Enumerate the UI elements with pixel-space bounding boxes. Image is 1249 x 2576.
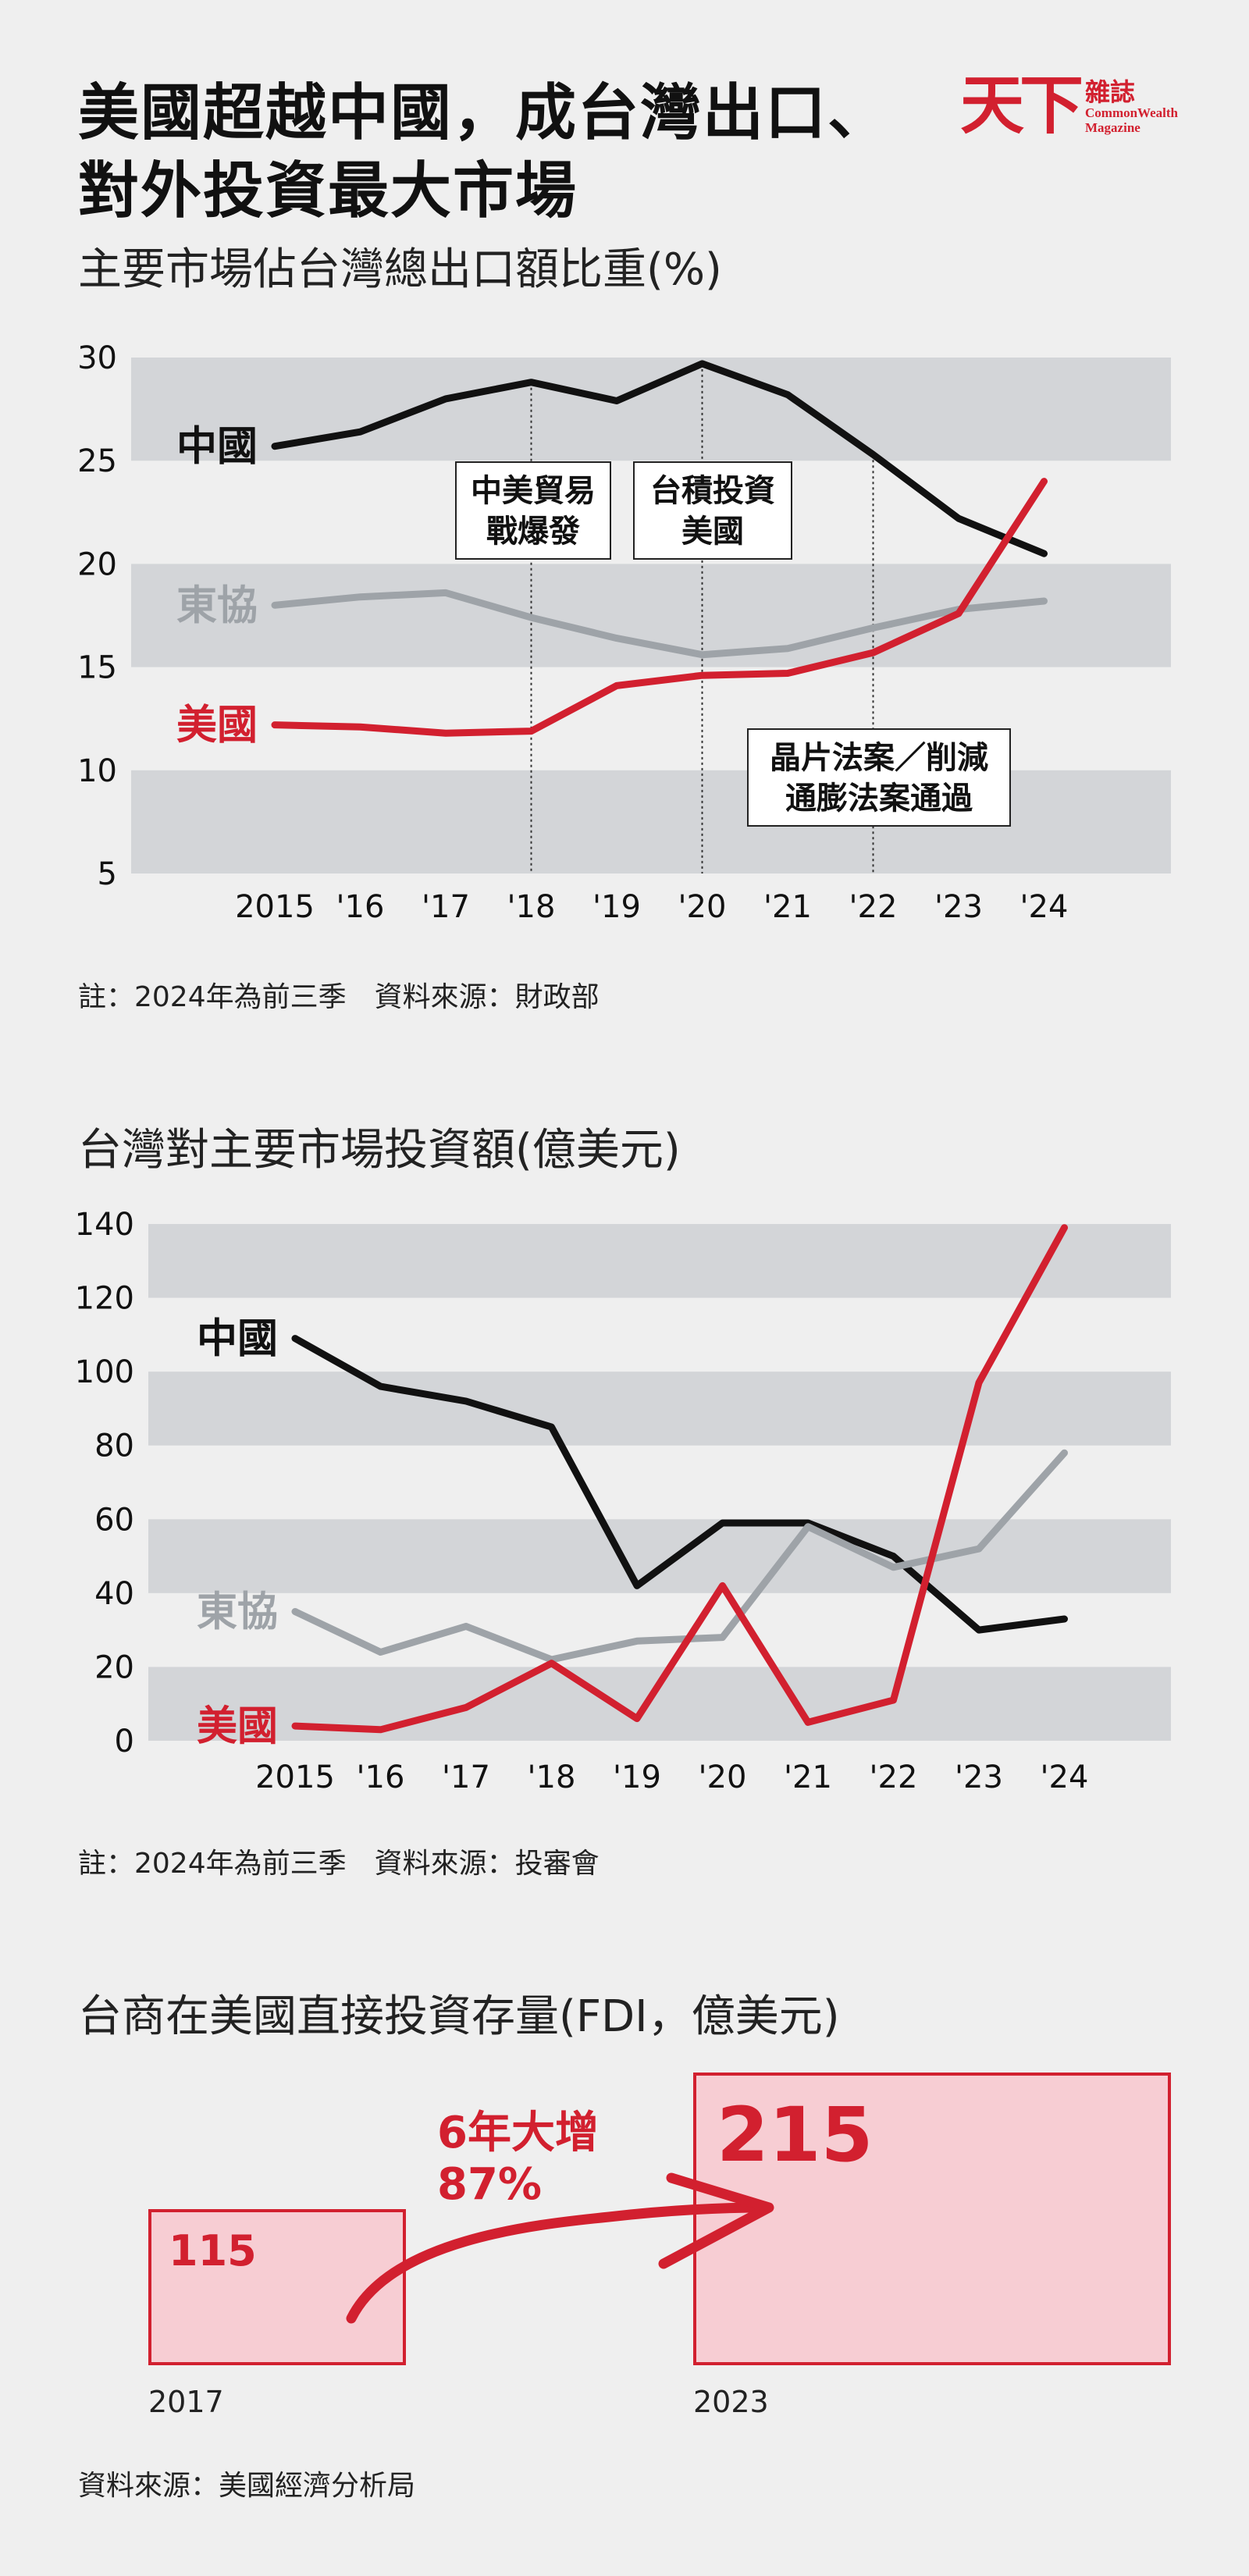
y-tick-label: 80 [94,1429,134,1464]
chart1-subtitle: 主要市場佔台灣總出口額比重(%) [78,244,722,295]
chart1-svg: 5 10 15 20 25 30 2015 '16 '17 '18 '19 '20 '21 '22 '23… [77,340,1171,925]
x-tick-label: '24 [1041,1759,1089,1795]
growth-arrow [346,2172,774,2324]
x-tick-label: '22 [870,1759,918,1795]
x-tick-label: '19 [613,1759,661,1795]
chart2-note: 註：2024年為前三季 資料來源：投審會 [78,1848,600,1880]
x-tick-label: '16 [336,889,385,925]
grid-band [131,564,1171,667]
series-label-0: 中國 [197,1316,278,1363]
series-line-2 [271,478,1048,737]
x-tick-label: 2015 [235,889,315,925]
y-tick-label: 10 [77,753,117,789]
x-tick-label: '17 [442,1759,490,1795]
logo-en-1: CommonWealth [1085,105,1178,121]
y-tick-label: 100 [75,1354,134,1390]
annotation-text: 通膨法案通過 [785,781,973,817]
chart2-subtitle: 台灣對主要市場投資額(億美元) [78,1125,681,1176]
series-line-0 [271,360,1048,557]
series-line-1 [271,589,1048,659]
x-tick-label: '23 [934,889,983,925]
annotation-text: 中美貿易 [471,473,596,509]
y-tick-label: 0 [115,1724,134,1759]
x-tick-label: '20 [678,889,727,925]
y-tick-label: 40 [94,1576,134,1612]
growth-arrow-head [658,2172,774,2269]
y-tick-label: 25 [77,443,117,479]
series-label-1: 東協 [176,582,258,629]
title-line-2: 對外投資最大市場 [78,156,578,226]
annotation-text: 台積投資 [650,473,775,509]
growth-arrow-shaft [346,2202,770,2324]
x-tick-label: '18 [507,889,556,925]
fdi-value-2023: 215 [717,2091,874,2179]
commonwealth-logo: 天下 雜誌 CommonWealth Magazine [960,69,1178,143]
chart2-svg: 0 20 40 60 80 100 120 140 2015 '16 '17 '18 '19 '20 '2… [75,1207,1171,1795]
y-tick-label: 5 [98,856,117,892]
growth-label-line-2: 87% [437,2159,543,2210]
series-line-1 [291,1449,1068,1663]
annotation-text: 晶片法案／削減 [770,740,988,776]
series-label-2: 美國 [197,1703,278,1750]
series-label-2: 美國 [176,703,258,749]
logo-zh: 雜誌 [1085,77,1136,107]
x-tick-label: '23 [955,1759,1003,1795]
fdi-bar-2023: 215 [693,2073,1171,2365]
logo-side: 雜誌 CommonWealth Magazine [1085,77,1178,136]
fdi-year-2017: 2017 [148,2385,224,2419]
y-tick-label: 20 [94,1649,134,1685]
x-tick-label: '16 [357,1759,405,1795]
chart3-subtitle: 台商在美國直接投資存量(FDI，億美元) [78,1991,840,2042]
chart3-source: 資料來源：美國經濟分析局 [78,2470,416,2502]
grid-band [131,770,1171,873]
x-tick-label: '21 [763,889,812,925]
y-tick-label: 140 [75,1207,134,1243]
annotation-box [455,461,611,560]
y-tick-label: 30 [77,340,117,376]
annotation-box [633,461,792,560]
y-tick-label: 20 [77,546,117,582]
y-tick-label: 60 [94,1502,134,1538]
series-label-0: 中國 [176,424,258,471]
x-tick-label: '18 [528,1759,576,1795]
growth-label: 6年大增 87% [437,2108,599,2211]
page-title: 美國超越中國，成台灣出口、 對外投資最大市場 [78,74,890,230]
y-tick-label: 120 [75,1281,134,1317]
x-tick-label: 2015 [255,1759,335,1795]
annotation-text: 戰爆發 [486,514,580,550]
annotation-text: 美國 [681,514,744,550]
x-tick-label: '24 [1020,889,1069,925]
fdi-bar-2017: 115 [148,2209,406,2365]
series-line-0 [291,1335,1068,1634]
series-label-1: 東協 [197,1589,278,1636]
x-tick-label: '20 [699,1759,747,1795]
grid-band [148,1519,1171,1593]
growth-label-line-1: 6年大增 [437,2108,599,2158]
x-tick-label: '22 [849,889,898,925]
x-tick-label: '17 [422,889,470,925]
fdi-value-2017: 115 [169,2226,257,2275]
x-tick-label: '19 [592,889,641,925]
annotation-box [747,728,1011,827]
chart1-note: 註：2024年為前三季 資料來源：財政部 [78,981,600,1013]
y-tick-label: 15 [77,650,117,686]
fdi-year-2023: 2023 [693,2385,769,2419]
grid-band [148,1224,1171,1298]
series-line-2 [291,1224,1068,1734]
logo-mark: 天下 [960,69,1084,143]
title-line-1: 美國超越中國，成台灣出口、 [78,78,891,148]
grid-band [148,1372,1171,1446]
x-tick-label: '21 [784,1759,832,1795]
logo-en-2: Magazine [1085,119,1140,135]
